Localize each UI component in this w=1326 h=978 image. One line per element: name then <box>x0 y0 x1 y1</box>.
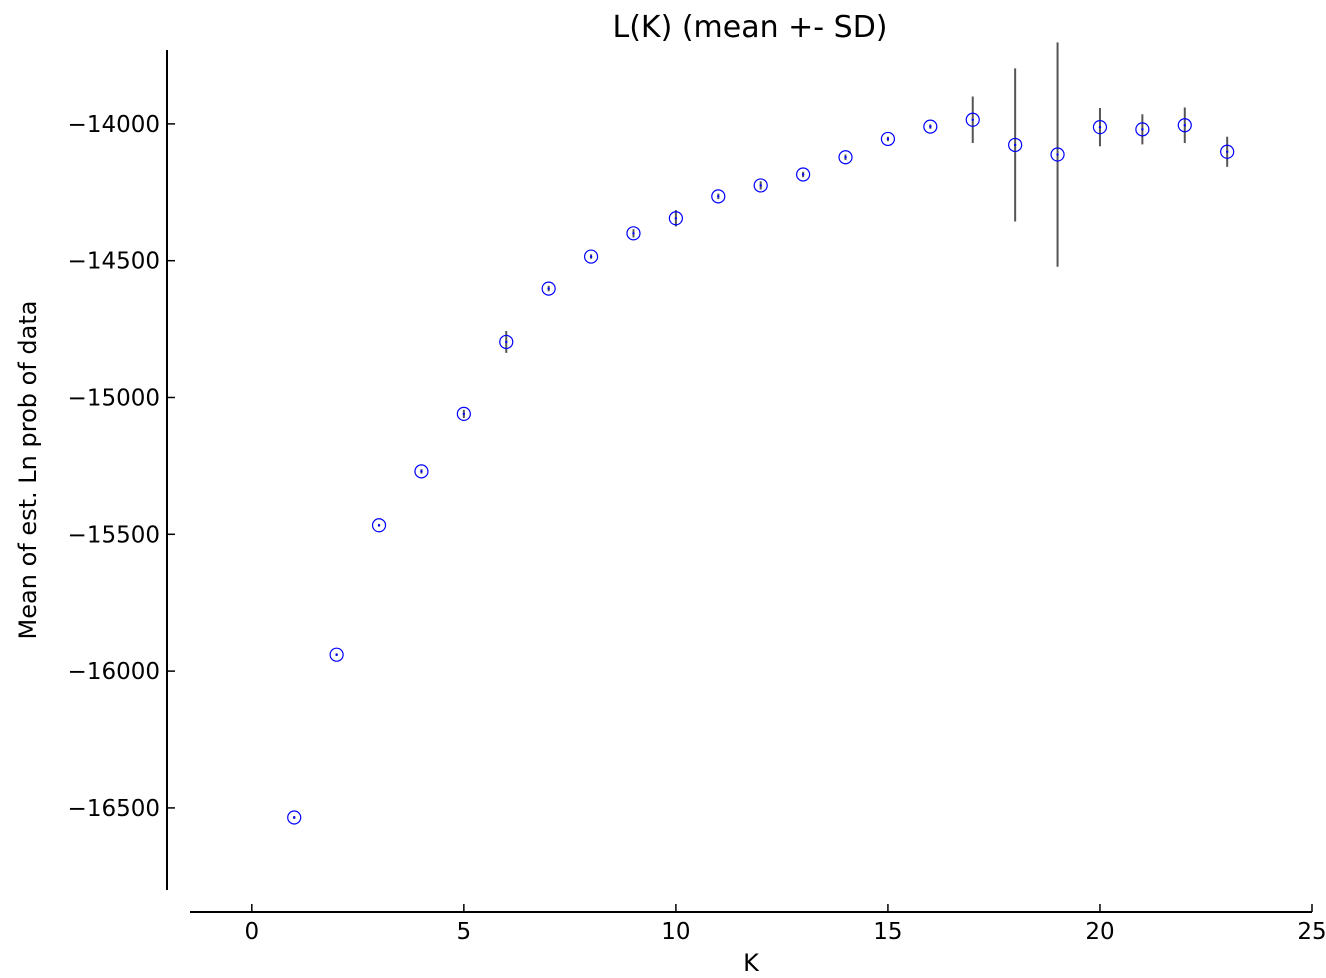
data-point <box>923 119 938 134</box>
y-tick-label: −16000 <box>68 659 160 685</box>
point-center <box>929 125 932 128</box>
data-point <box>880 131 896 147</box>
point-marker <box>329 647 344 662</box>
data-point <box>965 96 980 144</box>
data-point <box>626 226 641 241</box>
point-marker <box>1050 147 1065 162</box>
point-center <box>293 816 296 819</box>
point-marker <box>796 167 811 182</box>
point-marker <box>456 406 471 422</box>
x-axis-label: K <box>743 949 760 977</box>
data-point <box>287 810 302 825</box>
point-center <box>632 232 635 235</box>
point-center <box>1141 128 1144 131</box>
point-marker <box>1177 118 1192 133</box>
point-center <box>462 412 466 416</box>
point-marker <box>838 150 853 165</box>
point-center <box>547 287 550 290</box>
point-marker <box>923 119 938 134</box>
chart-title: L(K) (mean +- SD) <box>613 10 888 45</box>
x-tick-label: 0 <box>244 919 259 945</box>
x-tick-label: 10 <box>661 919 690 945</box>
y-tick-label: −15000 <box>68 385 160 411</box>
x-tick-label: 20 <box>1085 919 1114 945</box>
data-point <box>838 150 853 165</box>
point-center <box>505 340 508 344</box>
point-center <box>801 173 805 176</box>
point-marker <box>626 226 641 241</box>
data-point <box>414 464 429 479</box>
x-ticks: 0 5 10 15 20 25 <box>244 904 1326 945</box>
data-point <box>541 281 556 296</box>
point-marker <box>965 112 980 127</box>
data-point <box>1050 42 1065 267</box>
point-center <box>1183 124 1186 127</box>
x-tick-label: 25 <box>1297 919 1326 945</box>
point-marker <box>541 281 556 296</box>
data-point <box>456 406 471 422</box>
point-center <box>674 217 678 220</box>
data-points <box>287 42 1235 825</box>
point-marker <box>668 211 683 226</box>
point-center <box>971 118 974 121</box>
x-tick-label: 15 <box>873 919 902 945</box>
point-center <box>589 255 593 258</box>
data-point <box>583 249 599 264</box>
point-marker <box>1008 137 1023 153</box>
data-point <box>499 331 514 353</box>
y-ticks: −16500 −16000 −15500 −15000 −14500 −14000 <box>68 112 175 822</box>
point-center <box>759 184 762 187</box>
point-marker <box>753 178 768 193</box>
y-tick-label: −16500 <box>68 796 160 822</box>
data-point <box>1220 136 1235 167</box>
data-point <box>711 189 726 204</box>
point-center <box>420 470 423 473</box>
data-point <box>1092 108 1108 147</box>
point-marker <box>880 131 896 147</box>
data-point <box>1177 107 1192 144</box>
x-tick-label: 5 <box>457 919 472 945</box>
y-tick-label: −15500 <box>68 522 160 548</box>
point-center <box>335 653 338 656</box>
point-marker <box>371 518 387 533</box>
data-point <box>1135 114 1150 145</box>
point-marker <box>287 810 302 825</box>
data-point <box>753 178 768 193</box>
point-marker <box>711 189 726 204</box>
y-tick-label: −14000 <box>68 112 160 138</box>
data-point <box>668 210 683 227</box>
point-marker <box>499 334 514 350</box>
data-point <box>796 167 811 182</box>
point-center <box>1225 150 1229 153</box>
point-marker <box>1220 144 1235 159</box>
point-center <box>844 156 847 159</box>
data-point <box>1008 68 1023 222</box>
y-tick-label: −14500 <box>68 249 160 275</box>
point-marker <box>1135 122 1150 137</box>
point-center <box>1098 125 1102 129</box>
y-axis-label: Mean of est. Ln prob of data <box>14 301 42 640</box>
point-marker <box>583 249 599 264</box>
point-marker <box>414 464 429 479</box>
point-center <box>717 195 720 198</box>
data-point <box>371 518 387 533</box>
point-center <box>886 137 890 141</box>
point-marker <box>1092 120 1108 135</box>
point-center <box>1013 143 1017 147</box>
point-center <box>377 524 381 527</box>
data-point <box>329 647 344 662</box>
point-center <box>1056 153 1059 156</box>
